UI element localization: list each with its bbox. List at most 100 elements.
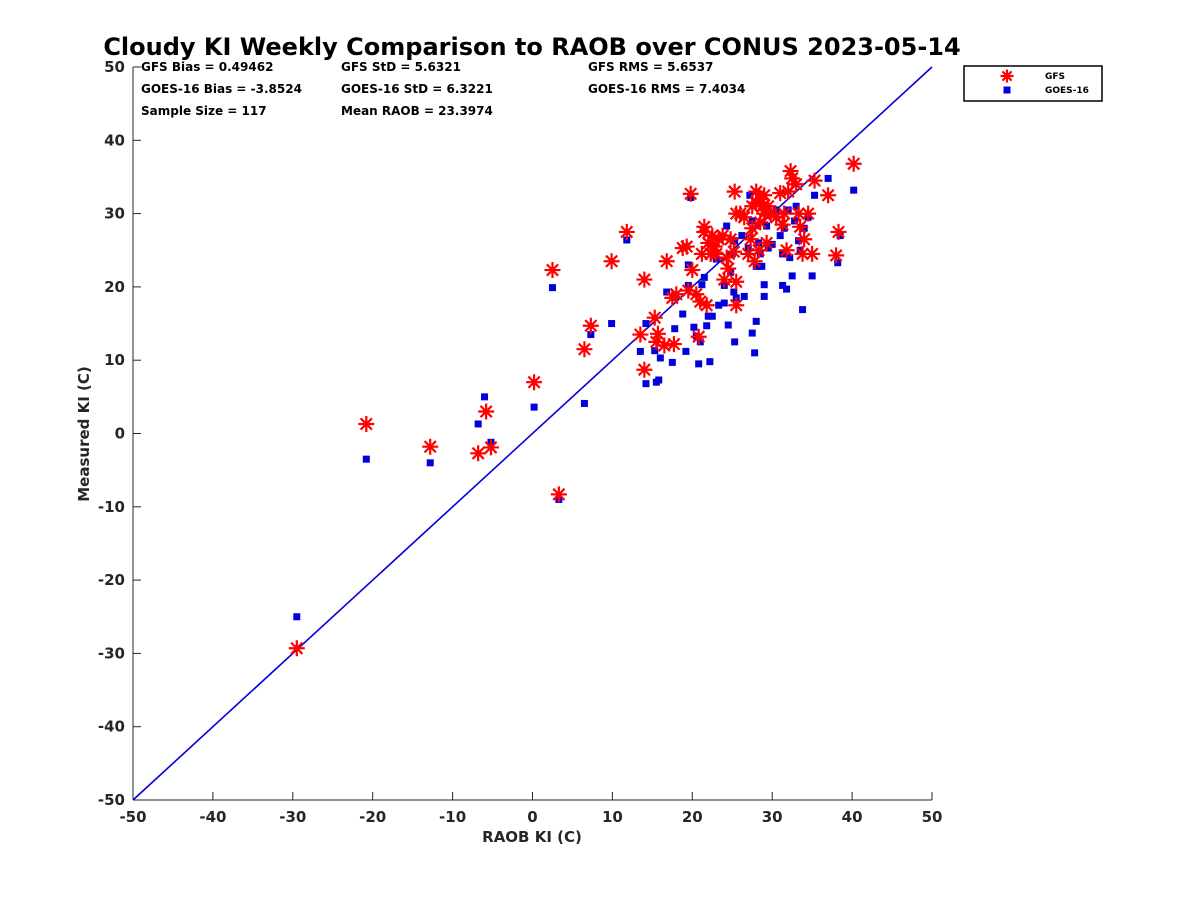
goes16-point — [724, 321, 732, 329]
goes16-point — [703, 322, 711, 330]
goes16-point — [730, 288, 738, 296]
legend-gfs-marker — [1000, 69, 1014, 83]
x-axis-label: RAOB KI (C) — [482, 828, 582, 846]
gfs-point — [782, 163, 799, 180]
goes16-point — [474, 420, 482, 428]
gfs-point — [800, 205, 817, 222]
x-tick-label: 20 — [682, 808, 703, 826]
stat-text: GOES-16 Bias = -3.8524 — [141, 82, 302, 96]
goes16-point — [850, 186, 858, 194]
y-tick-label: 10 — [104, 351, 125, 369]
x-tick-label: 40 — [842, 808, 863, 826]
goes16-point — [760, 281, 768, 289]
gfs-point — [718, 249, 735, 266]
goes16-point — [655, 376, 663, 384]
gfs-point — [788, 176, 805, 193]
x-tick-label: 10 — [602, 808, 623, 826]
gfs-point — [716, 271, 733, 288]
y-tick-label: 40 — [104, 131, 125, 149]
goes16-point — [738, 232, 746, 240]
goes16-point — [808, 272, 816, 280]
x-tick-label: -40 — [199, 808, 226, 826]
legend-goes16-marker — [1003, 86, 1011, 94]
x-tick-label: 0 — [527, 808, 537, 826]
gfs-point — [776, 205, 793, 222]
gfs-point — [722, 231, 739, 248]
gfs-point — [678, 238, 695, 255]
goes16-point — [481, 393, 489, 401]
goes16-point — [651, 347, 659, 355]
legend-box — [963, 65, 1103, 102]
gfs-point — [526, 374, 543, 391]
goes16-point — [811, 191, 819, 199]
gfs-point — [656, 337, 673, 354]
gfs-point — [618, 223, 635, 240]
goes16-point — [293, 613, 301, 621]
gfs-point — [794, 245, 811, 262]
gfs-point — [632, 326, 649, 343]
gfs-point — [736, 209, 753, 226]
legend-gfs-label: GFS — [1045, 72, 1065, 82]
goes16-point — [708, 312, 716, 320]
goes16-series — [293, 174, 858, 621]
goes16-point — [834, 259, 842, 267]
goes16-point — [800, 224, 808, 232]
goes16-point — [530, 403, 538, 411]
gfs-point — [820, 187, 837, 204]
gfs-point — [550, 486, 567, 503]
gfs-point — [758, 234, 775, 251]
gfs-point — [704, 227, 721, 244]
goes16-point — [746, 191, 754, 199]
goes16-point — [548, 284, 556, 292]
gfs-point — [768, 209, 785, 226]
goes16-point — [760, 292, 768, 300]
goes16-point — [748, 329, 756, 337]
gfs-point — [482, 439, 499, 456]
goes16-point — [752, 262, 760, 270]
goes16-point — [758, 262, 766, 270]
legend-goes16-label: GOES-16 — [1045, 86, 1089, 96]
goes16-point — [580, 399, 588, 407]
gfs-point — [806, 172, 823, 189]
gfs-point — [665, 336, 682, 353]
gfs-point — [636, 271, 653, 288]
gfs-point — [804, 245, 821, 262]
goes16-point — [768, 240, 776, 248]
y-tick-label: 20 — [104, 278, 125, 296]
stat-text: GFS RMS = 5.6537 — [588, 60, 713, 74]
gfs-point — [688, 286, 705, 303]
gfs-point — [748, 183, 765, 200]
goes16-point — [671, 325, 679, 333]
gfs-point — [674, 240, 691, 257]
gfs-point — [648, 333, 665, 350]
goes16-point — [642, 320, 650, 328]
stat-text: Mean RAOB = 23.3974 — [341, 104, 493, 118]
chart-title: Cloudy KI Weekly Comparison to RAOB over… — [103, 33, 960, 61]
gfs-point — [760, 198, 777, 215]
gfs-point — [726, 183, 743, 200]
gfs-point — [682, 185, 699, 202]
goes16-point — [587, 331, 595, 339]
y-tick-label: -40 — [98, 718, 125, 736]
gfs-point — [422, 438, 439, 455]
gfs-point — [470, 445, 487, 462]
gfs-point — [784, 170, 801, 187]
gfs-point — [636, 361, 653, 378]
goes16-point — [763, 222, 771, 230]
goes16-point — [786, 254, 794, 262]
goes16-point — [824, 174, 832, 182]
y-tick-label: -30 — [98, 644, 125, 662]
gfs-point — [744, 220, 761, 237]
goes16-point — [720, 299, 728, 307]
goes16-point — [715, 301, 723, 309]
gfs-point — [658, 253, 675, 270]
gfs-point — [714, 227, 731, 244]
one-to-one-line — [132, 66, 933, 801]
gfs-point — [692, 293, 709, 310]
goes16-point — [426, 459, 434, 467]
gfs-point — [544, 262, 561, 279]
goes16-point — [731, 237, 739, 245]
goes16-point — [779, 281, 787, 289]
x-tick-label: 30 — [762, 808, 783, 826]
gfs-point — [358, 415, 375, 432]
